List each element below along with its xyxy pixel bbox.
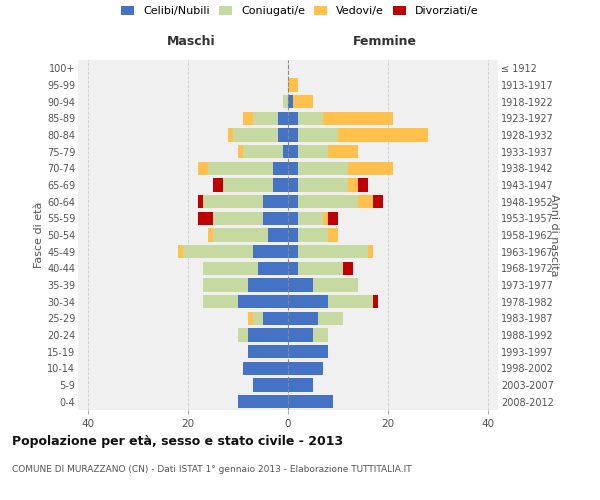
Bar	[298, 112, 323, 125]
Bar	[298, 245, 368, 258]
Bar	[358, 195, 373, 208]
Bar	[248, 278, 288, 291]
Y-axis label: Fasce di età: Fasce di età	[34, 202, 44, 268]
Bar	[348, 178, 358, 192]
Bar	[288, 328, 313, 342]
Bar	[243, 145, 283, 158]
Bar	[278, 112, 288, 125]
Bar	[258, 262, 288, 275]
Bar	[298, 162, 348, 175]
Bar	[288, 345, 328, 358]
Bar	[248, 328, 288, 342]
Bar	[288, 195, 298, 208]
Bar	[298, 178, 348, 192]
Bar	[318, 312, 343, 325]
Bar	[263, 195, 288, 208]
Bar	[298, 262, 343, 275]
Bar	[373, 295, 378, 308]
Legend: Celibi/Nubili, Coniugati/e, Vedovi/e, Divorziati/e: Celibi/Nubili, Coniugati/e, Vedovi/e, Di…	[121, 6, 479, 16]
Bar	[298, 228, 328, 241]
Bar	[328, 228, 338, 241]
Bar	[213, 228, 268, 241]
Bar	[238, 395, 288, 408]
Bar	[288, 245, 298, 258]
Bar	[253, 312, 263, 325]
Bar	[328, 295, 373, 308]
Bar	[208, 228, 213, 241]
Bar	[298, 128, 338, 141]
Bar	[198, 195, 203, 208]
Bar	[293, 95, 313, 108]
Bar	[338, 128, 428, 141]
Bar	[203, 195, 263, 208]
Bar	[253, 112, 278, 125]
Bar	[323, 112, 393, 125]
Bar	[253, 378, 288, 392]
Bar	[288, 78, 298, 92]
Bar	[273, 162, 288, 175]
Bar	[228, 128, 233, 141]
Bar	[288, 295, 328, 308]
Bar	[238, 145, 243, 158]
Bar	[223, 178, 273, 192]
Bar	[288, 362, 323, 375]
Bar	[288, 128, 298, 141]
Bar	[288, 312, 318, 325]
Bar	[278, 128, 288, 141]
Text: COMUNE DI MURAZZANO (CN) - Dati ISTAT 1° gennaio 2013 - Elaborazione TUTTITALIA.: COMUNE DI MURAZZANO (CN) - Dati ISTAT 1°…	[12, 465, 412, 474]
Bar	[328, 212, 338, 225]
Bar	[243, 362, 288, 375]
Bar	[298, 212, 323, 225]
Bar	[323, 212, 328, 225]
Bar	[253, 245, 288, 258]
Bar	[288, 112, 298, 125]
Bar	[203, 262, 258, 275]
Bar	[288, 262, 298, 275]
Bar	[368, 245, 373, 258]
Text: Femmine: Femmine	[353, 34, 416, 48]
Bar	[298, 195, 358, 208]
Bar	[198, 162, 208, 175]
Bar	[288, 212, 298, 225]
Bar	[203, 295, 238, 308]
Bar	[298, 145, 328, 158]
Bar	[313, 278, 358, 291]
Bar	[183, 245, 253, 258]
Y-axis label: Anni di nascita: Anni di nascita	[549, 194, 559, 276]
Bar	[373, 195, 383, 208]
Bar	[288, 278, 313, 291]
Bar	[263, 212, 288, 225]
Bar	[288, 395, 333, 408]
Bar	[198, 212, 213, 225]
Bar	[213, 212, 263, 225]
Bar	[248, 345, 288, 358]
Text: Popolazione per età, sesso e stato civile - 2013: Popolazione per età, sesso e stato civil…	[12, 435, 343, 448]
Bar	[328, 145, 358, 158]
Bar	[288, 228, 298, 241]
Bar	[288, 95, 293, 108]
Text: Maschi: Maschi	[167, 34, 216, 48]
Bar	[313, 328, 328, 342]
Bar	[213, 178, 223, 192]
Bar	[248, 312, 253, 325]
Bar	[178, 245, 183, 258]
Bar	[238, 328, 248, 342]
Bar	[283, 95, 288, 108]
Bar	[243, 112, 253, 125]
Bar	[343, 262, 353, 275]
Bar	[288, 378, 313, 392]
Bar	[273, 178, 288, 192]
Bar	[268, 228, 288, 241]
Bar	[208, 162, 273, 175]
Bar	[288, 145, 298, 158]
Bar	[358, 178, 368, 192]
Bar	[238, 295, 288, 308]
Bar	[233, 128, 278, 141]
Bar	[203, 278, 248, 291]
Bar	[263, 312, 288, 325]
Bar	[288, 178, 298, 192]
Bar	[348, 162, 393, 175]
Bar	[288, 162, 298, 175]
Bar	[283, 145, 288, 158]
